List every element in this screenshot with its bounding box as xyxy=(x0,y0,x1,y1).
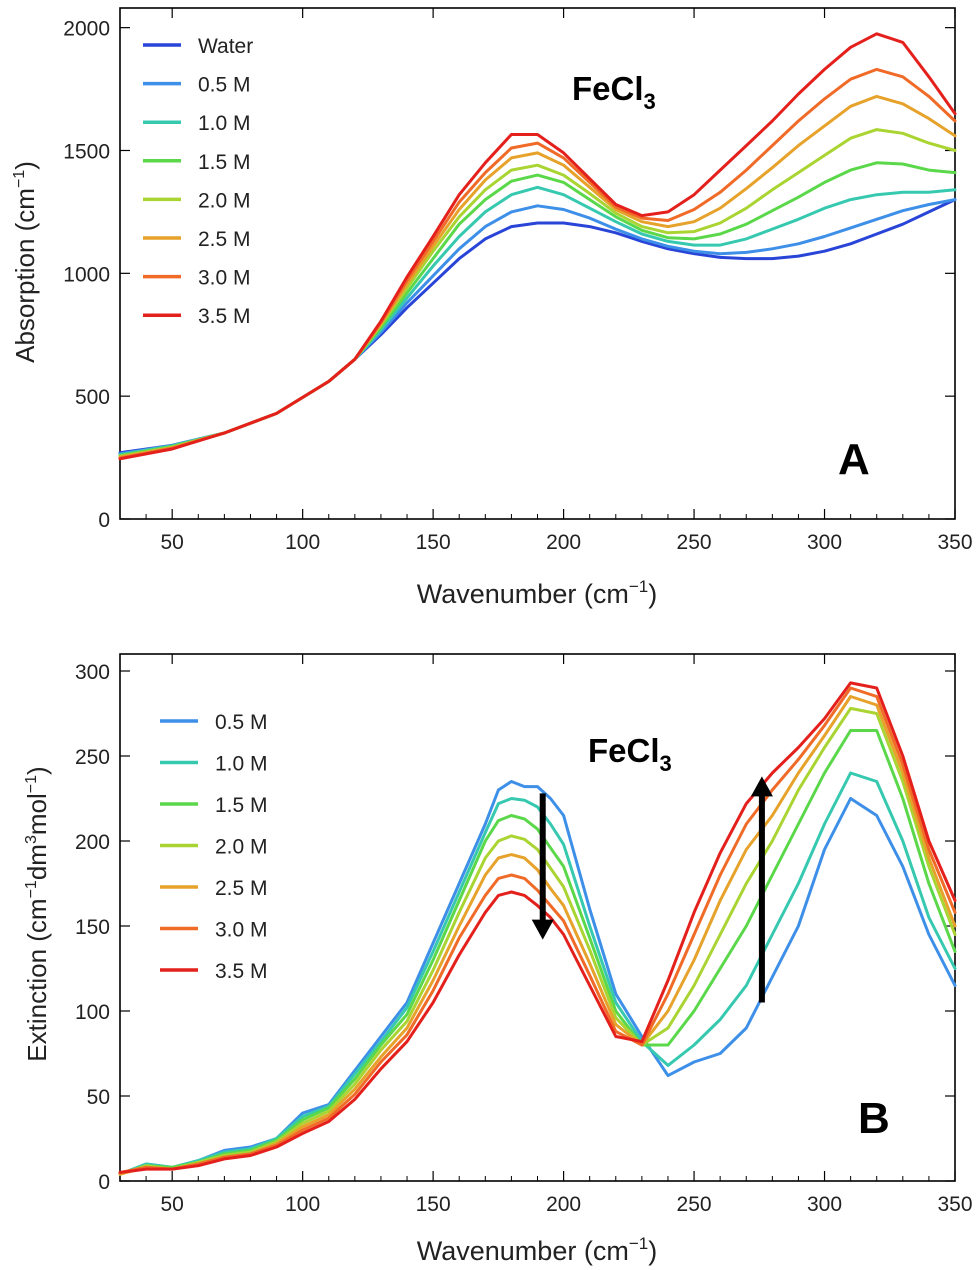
x-tick-label: 50 xyxy=(161,1193,184,1216)
panel-b-legend: 0.5 M 1.0 M 1.5 M 2.0 M 2.5 M 3.0 M 3.5 M xyxy=(160,711,268,983)
legend-label: 2.0 M xyxy=(215,836,268,859)
trend-arrow-head xyxy=(531,919,554,940)
panel-b-x-axis-label-text: Wavenumber xyxy=(417,1236,577,1266)
panel-a-y-axis-label: Absorption (cm−1) xyxy=(10,161,40,363)
panel-a-ticks: 50 100 150 200 250 300 350 0 500 1000 1500 2000 xyxy=(63,8,973,554)
y-tick-label: 500 xyxy=(75,386,110,409)
panel-a-x-axis-label-open: ( xyxy=(576,579,593,609)
x-tick-label: 150 xyxy=(416,1193,451,1216)
y-tick-label: 2000 xyxy=(63,18,110,41)
panel-b-ticks: 50 100 150 200 250 300 350 0 50 100 150 200 250 300 xyxy=(75,654,973,1216)
panel-b-x-axis-label-sup: −1 xyxy=(629,1234,648,1253)
y-tick-label: 150 xyxy=(75,916,110,939)
legend-label: 0.5 M xyxy=(215,711,268,734)
y-tick-label: 300 xyxy=(75,661,110,684)
panel-a-x-axis-label-close: ) xyxy=(648,579,657,609)
panel-b-x-axis-label-unit: cm xyxy=(593,1236,629,1266)
legend-label: Water xyxy=(198,35,253,58)
y-tick-label: 1500 xyxy=(63,140,110,163)
panel-b-y-axis-label-sup3: −1 xyxy=(23,775,40,793)
x-tick-label: 350 xyxy=(937,1193,972,1216)
panel-b-y-axis-label-sup2: 3 xyxy=(23,835,40,844)
panel-a-annotation-sub: 3 xyxy=(644,89,656,114)
x-tick-label: 200 xyxy=(546,1193,581,1216)
y-tick-label: 0 xyxy=(98,1171,110,1194)
panel-a-series xyxy=(118,32,957,461)
panel-b-annotation-sub: 3 xyxy=(660,751,672,776)
panel-a-legend: Water 0.5 M 1.0 M 1.5 M 2.0 M 2.5 M 3.0 M 3.5 M xyxy=(143,35,253,328)
panel-a-x-axis-label-unit: cm xyxy=(593,579,629,609)
panel-a-y-axis-label-open: ( xyxy=(10,222,40,238)
x-tick-label: 350 xyxy=(937,531,972,554)
panel-b-y-axis-label-sup1: −1 xyxy=(23,880,40,898)
x-tick-label: 200 xyxy=(546,531,581,554)
x-tick-label: 250 xyxy=(677,1193,712,1216)
panel-a-annotation: FeCl3 xyxy=(572,70,656,114)
y-tick-label: 100 xyxy=(75,1001,110,1024)
legend-label: 3.0 M xyxy=(198,267,251,290)
panel-b-series xyxy=(118,681,957,1176)
series-line-1-5-m xyxy=(118,729,957,1176)
y-tick-label: 50 xyxy=(87,1086,110,1109)
panel-b-annotation-base: FeCl xyxy=(588,732,660,769)
panel-b-y-axis-label-mol: mol xyxy=(22,793,52,835)
panel-a-y-axis-label-sup: −1 xyxy=(11,170,28,188)
panel-b: 50 100 150 200 250 300 350 0 50 100 150 200 250 300 0… xyxy=(22,653,973,1266)
panel-b-x-axis-label-close: ) xyxy=(648,1236,657,1266)
x-tick-label: 100 xyxy=(285,1193,320,1216)
panel-b-y-axis-label: Extinction (cm−1dm3mol−1) xyxy=(22,766,52,1061)
series-line-1-0-m xyxy=(118,771,957,1176)
panel-a-x-axis-label: Wavenumber (cm−1) xyxy=(417,577,657,609)
panel-b-x-axis-label: Wavenumber (cm−1) xyxy=(417,1234,657,1266)
legend-label: 2.5 M xyxy=(215,877,268,900)
panel-b-annotation: FeCl3 xyxy=(588,732,672,776)
legend-label: 0.5 M xyxy=(198,74,251,97)
legend-label: 1.5 M xyxy=(215,794,268,817)
x-tick-label: 300 xyxy=(807,531,842,554)
x-tick-label: 100 xyxy=(285,531,320,554)
x-tick-label: 150 xyxy=(416,531,451,554)
panel-b-label: B xyxy=(858,1094,890,1143)
legend-label: 2.5 M xyxy=(198,228,251,251)
panel-b-arrows xyxy=(531,776,773,1003)
series-line-3-5-m xyxy=(118,681,957,1174)
panel-a-annotation-base: FeCl xyxy=(572,70,644,107)
legend-label: 1.0 M xyxy=(215,753,268,776)
panel-b-y-axis-label-dm: dm xyxy=(22,844,52,880)
y-tick-label: 1000 xyxy=(63,263,110,286)
trend-arrow-head xyxy=(750,776,773,797)
legend-label: 2.0 M xyxy=(198,189,251,212)
panel-a-x-axis-label-sup: −1 xyxy=(629,577,648,596)
series-line-3-0-m xyxy=(118,686,957,1174)
x-tick-label: 250 xyxy=(677,531,712,554)
legend-label: 3.5 M xyxy=(215,960,268,983)
legend-label: 1.5 M xyxy=(198,151,251,174)
y-tick-label: 0 xyxy=(98,509,110,532)
panel-b-y-axis-label-text: Extinction xyxy=(22,949,52,1062)
panel-a-label: A xyxy=(838,435,870,484)
panel-a: 50 100 150 200 250 300 350 0 500 1000 1500 2000 Wat… xyxy=(10,7,973,609)
y-tick-label: 200 xyxy=(75,831,110,854)
legend-label: 3.5 M xyxy=(198,305,251,328)
panel-a-y-axis-label-text: Absorption xyxy=(10,239,40,363)
y-tick-label: 250 xyxy=(75,746,110,769)
panel-b-y-axis-label-close: ) xyxy=(22,766,52,775)
panel-a-y-axis-label-unit: cm xyxy=(10,188,40,223)
legend-label: 1.0 M xyxy=(198,112,251,135)
panel-a-x-axis-label-text: Wavenumber xyxy=(417,579,577,609)
legend-label: 3.0 M xyxy=(215,919,268,942)
series-line-3-5-m xyxy=(118,32,957,461)
x-tick-label: 300 xyxy=(807,1193,842,1216)
panel-a-y-axis-label-close: ) xyxy=(10,161,40,170)
panel-b-x-axis-label-open: ( xyxy=(576,1236,593,1266)
x-tick-label: 50 xyxy=(161,531,184,554)
series-line-2-0-m xyxy=(118,706,957,1176)
panel-b-y-axis-label-unit: (cm xyxy=(22,898,52,949)
